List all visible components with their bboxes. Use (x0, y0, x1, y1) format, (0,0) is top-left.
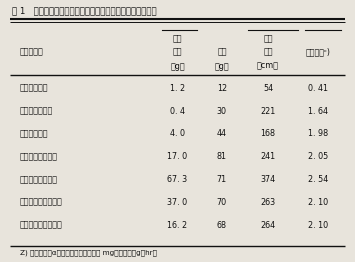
Text: 表 1   湛液水耕方式とホウレンソウの葉重、根長、根の活性: 表 1 湛液水耕方式とホウレンソウの葉重、根長、根の活性 (12, 7, 157, 15)
Text: 2. 05: 2. 05 (307, 152, 328, 161)
Text: （g）: （g） (214, 62, 229, 70)
Text: 葉重: 葉重 (217, 47, 226, 56)
Text: 67. 3: 67. 3 (168, 175, 187, 184)
Text: 30: 30 (217, 107, 227, 116)
Text: 2. 54: 2. 54 (307, 175, 328, 184)
Text: 264: 264 (261, 221, 275, 230)
Text: 263: 263 (261, 198, 275, 207)
Text: 221: 221 (261, 107, 275, 116)
Text: 12: 12 (217, 84, 227, 93)
Text: 無空間・無通気: 無空間・無通気 (20, 107, 53, 116)
Text: 空間・平板ロック: 空間・平板ロック (20, 175, 58, 184)
Text: 37. 0: 37. 0 (168, 198, 187, 207)
Text: 無空間・通気: 無空間・通気 (20, 84, 48, 93)
Text: 1. 2: 1. 2 (170, 84, 185, 93)
Text: 54: 54 (263, 84, 273, 93)
Text: Z) 根の活性はαナフチルアミン酸化量 mg／根の乾物g／hr。: Z) 根の活性はαナフチルアミン酸化量 mg／根の乾物g／hr。 (20, 249, 157, 255)
Text: 空間・吸水マット: 空間・吸水マット (20, 152, 58, 161)
Text: 空間・無通気: 空間・無通気 (20, 129, 48, 138)
Text: 根長: 根長 (263, 47, 273, 56)
Text: 2. 10: 2. 10 (308, 221, 328, 230)
Text: 空間・高凹凸ロック: 空間・高凹凸ロック (20, 221, 62, 230)
Text: 夏作: 夏作 (173, 34, 182, 43)
Text: （g）: （g） (170, 62, 185, 70)
Text: 71: 71 (217, 175, 227, 184)
Text: 241: 241 (261, 152, 275, 161)
Text: 処　理　区: 処 理 区 (20, 47, 43, 56)
Text: （cm）: （cm） (257, 62, 279, 70)
Text: 空間・低凹凸ロック: 空間・低凹凸ロック (20, 198, 62, 207)
Text: 1. 98: 1. 98 (308, 129, 328, 138)
Text: 374: 374 (261, 175, 275, 184)
Text: 秋作: 秋作 (263, 34, 273, 43)
Text: 70: 70 (217, 198, 227, 207)
Text: 68: 68 (217, 221, 227, 230)
Text: 4. 0: 4. 0 (170, 129, 185, 138)
Text: 0. 41: 0. 41 (308, 84, 328, 93)
Text: 81: 81 (217, 152, 227, 161)
Text: 2. 10: 2. 10 (308, 198, 328, 207)
Text: 0. 4: 0. 4 (170, 107, 185, 116)
Text: 16. 2: 16. 2 (168, 221, 187, 230)
Text: 葉重: 葉重 (173, 47, 182, 56)
Text: 根の活性ᶜ): 根の活性ᶜ) (305, 47, 330, 56)
Text: 17. 0: 17. 0 (168, 152, 187, 161)
Text: 44: 44 (217, 129, 227, 138)
Text: 168: 168 (261, 129, 275, 138)
Text: 1. 64: 1. 64 (308, 107, 328, 116)
